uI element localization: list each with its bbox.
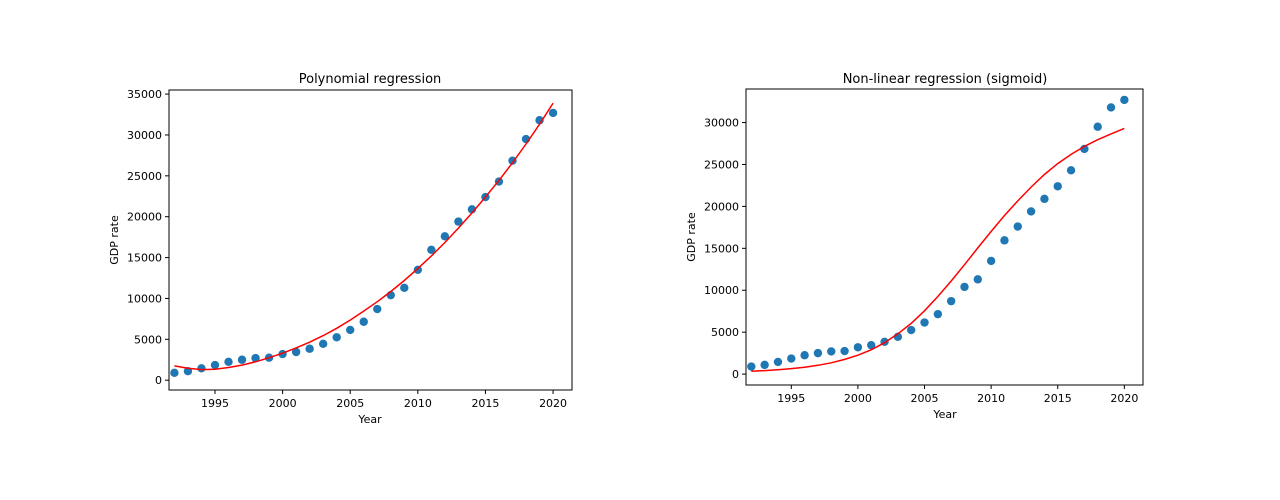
data-point bbox=[1026, 207, 1036, 216]
data-point bbox=[853, 343, 863, 352]
x-tick-label: 2005 bbox=[911, 392, 939, 405]
data-point bbox=[346, 325, 355, 335]
y-tick-label: 0 bbox=[155, 374, 162, 387]
y-tick-label: 10000 bbox=[704, 284, 739, 297]
data-point bbox=[1040, 194, 1049, 204]
y-tick-label: 15000 bbox=[127, 252, 162, 265]
x-tick-label: 2010 bbox=[404, 397, 432, 410]
data-point bbox=[1120, 95, 1129, 105]
fit-line bbox=[174, 102, 554, 371]
data-point bbox=[332, 333, 341, 342]
data-point bbox=[427, 245, 436, 255]
x-axis-label: Year bbox=[932, 408, 957, 421]
data-point bbox=[1053, 182, 1062, 191]
data-point bbox=[973, 275, 983, 284]
chart-title: Non-linear regression (sigmoid) bbox=[843, 72, 1048, 87]
data-point bbox=[1066, 166, 1076, 175]
y-tick-label: 15000 bbox=[704, 242, 739, 255]
x-axis-label: Year bbox=[357, 413, 382, 426]
data-point bbox=[291, 347, 301, 357]
x-tick-label: 2020 bbox=[539, 397, 567, 410]
data-point bbox=[197, 364, 206, 373]
y-tick-label: 30000 bbox=[704, 117, 739, 130]
data-point bbox=[867, 340, 876, 350]
data-point bbox=[747, 362, 756, 371]
data-point bbox=[933, 309, 943, 319]
data-point bbox=[400, 283, 409, 293]
data-point bbox=[305, 344, 314, 353]
y-tick-label: 10000 bbox=[127, 292, 162, 305]
x-tick-label: 2020 bbox=[1110, 392, 1138, 405]
y-tick-label: 25000 bbox=[704, 158, 739, 171]
x-tick-label: 1995 bbox=[777, 392, 805, 405]
data-point bbox=[1013, 222, 1022, 231]
x-tick-label: 2015 bbox=[471, 397, 499, 410]
data-point bbox=[170, 368, 179, 378]
data-point bbox=[800, 351, 809, 360]
x-tick-label: 2005 bbox=[336, 397, 364, 410]
chart-title: Polynomial regression bbox=[299, 72, 442, 87]
data-point bbox=[440, 232, 450, 241]
y-tick-label: 30000 bbox=[127, 129, 162, 142]
y-tick-label: 20000 bbox=[127, 211, 162, 224]
data-point bbox=[1093, 122, 1102, 131]
data-point bbox=[946, 296, 956, 306]
data-point bbox=[760, 360, 769, 370]
data-point bbox=[813, 348, 823, 358]
y-tick-label: 0 bbox=[732, 368, 739, 381]
data-point bbox=[840, 346, 849, 356]
data-point bbox=[454, 217, 463, 226]
data-point bbox=[960, 282, 969, 292]
x-tick-label: 2015 bbox=[1044, 392, 1072, 405]
data-point bbox=[224, 357, 233, 366]
plot-area: 1995 2000 2005 2010 2015 2020 0 5000 10000 15000 2… bbox=[127, 88, 567, 410]
y-axis-label: GDP rate bbox=[108, 215, 121, 265]
fit-line bbox=[751, 127, 1125, 372]
data-point bbox=[237, 355, 247, 364]
data-point bbox=[986, 256, 996, 266]
data-point bbox=[906, 325, 916, 335]
data-point bbox=[1106, 103, 1116, 112]
data-point bbox=[1000, 236, 1009, 245]
x-tick-label: 2000 bbox=[269, 397, 297, 410]
data-point bbox=[548, 108, 558, 118]
data-point bbox=[773, 357, 783, 367]
x-tick-label: 1995 bbox=[201, 397, 229, 410]
data-point bbox=[373, 304, 382, 314]
y-tick-label: 5000 bbox=[711, 326, 739, 339]
y-axis-label: GDP rate bbox=[685, 212, 698, 262]
sigmoid-regression-chart: Non-linear regression (sigmoid) 1995 2000… bbox=[685, 72, 1144, 421]
axes-frame bbox=[168, 89, 573, 391]
data-point bbox=[251, 353, 260, 363]
y-tick-label: 20000 bbox=[704, 200, 739, 213]
plot-area: 1995 2000 2005 2010 2015 2020 0 5000 10000 15000 2… bbox=[704, 95, 1138, 405]
data-point bbox=[318, 339, 328, 349]
x-tick-label: 2010 bbox=[977, 392, 1005, 405]
y-tick-label: 35000 bbox=[127, 88, 162, 101]
polynomial-regression-chart: Polynomial regression 1995 2000 2005 2010 20… bbox=[108, 72, 573, 426]
data-point bbox=[920, 318, 929, 327]
data-point bbox=[210, 360, 220, 370]
data-point bbox=[827, 347, 836, 356]
data-point bbox=[359, 317, 368, 326]
y-tick-label: 25000 bbox=[127, 170, 162, 183]
data-point bbox=[413, 265, 423, 275]
axes-frame bbox=[745, 88, 1144, 386]
y-tick-label: 5000 bbox=[134, 333, 162, 346]
x-tick-label: 2000 bbox=[844, 392, 872, 405]
data-point bbox=[787, 354, 796, 363]
